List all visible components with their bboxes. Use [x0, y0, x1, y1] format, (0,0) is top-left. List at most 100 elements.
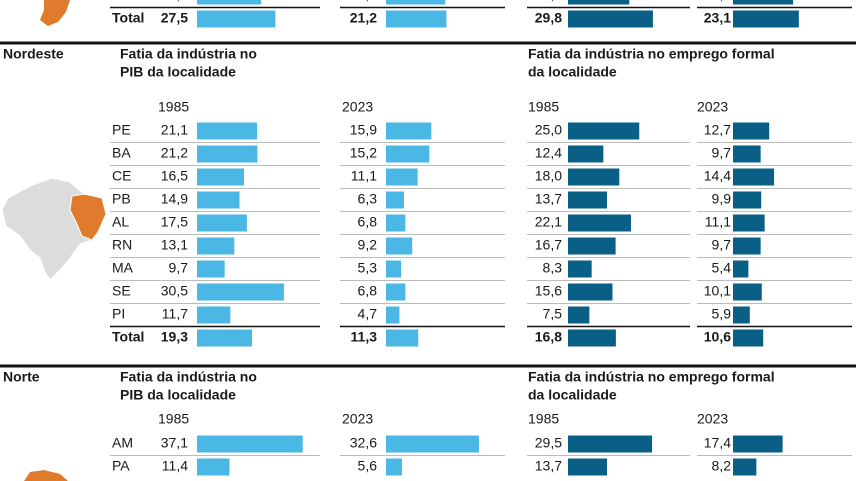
value-label: 9,9: [712, 191, 732, 207]
value-label: 21,2: [161, 145, 188, 161]
value-label: 9,2: [358, 237, 378, 253]
value-label: 21,5: [535, 0, 562, 3]
value-label: 9,7: [712, 145, 732, 161]
bar: [733, 0, 794, 5]
state-label: CE: [112, 168, 131, 184]
bar: [568, 237, 616, 255]
bar: [197, 283, 284, 301]
value-label: 8,3: [543, 260, 563, 276]
value-label: 5,9: [712, 306, 732, 322]
value-label: 32,6: [350, 435, 377, 451]
value-label: 17,4: [704, 435, 731, 451]
bar: [733, 260, 749, 278]
value-label: 15,6: [535, 283, 562, 299]
value-label: 9,7: [712, 237, 732, 253]
bar: [568, 435, 653, 453]
bar: [568, 191, 608, 209]
year-label: 1985: [158, 411, 189, 427]
total-label: Total: [112, 10, 144, 26]
bar: [568, 329, 616, 347]
year-label: 1985: [528, 411, 559, 427]
value-label: 11,3: [351, 329, 378, 345]
value-label: 6,3: [358, 191, 378, 207]
bar: [197, 168, 245, 186]
bar: [197, 145, 258, 163]
bar: [386, 0, 446, 5]
value-label: 14,9: [161, 191, 188, 207]
year-label: 2023: [697, 411, 728, 427]
bar: [733, 329, 764, 347]
value-label: 10,1: [704, 283, 731, 299]
state-label: PE: [112, 122, 131, 138]
value-label: 9,7: [169, 260, 189, 276]
year-label: 2023: [697, 99, 728, 115]
bar: [197, 122, 258, 140]
value-label: 15,2: [350, 145, 377, 161]
region-label: Norte: [3, 369, 40, 385]
bar: [733, 145, 761, 163]
value-label: 12,7: [704, 122, 731, 138]
map-nordeste: [1, 177, 107, 281]
column-title: Fatia da indústria no: [120, 369, 257, 385]
value-label: 5,4: [712, 260, 732, 276]
state-label: PR: [112, 0, 131, 3]
bar: [386, 214, 406, 232]
value-label: 13,7: [535, 191, 562, 207]
column-title: PIB da localidade: [120, 64, 236, 80]
value-label: 27,5: [161, 10, 188, 26]
bar: [568, 283, 613, 301]
value-label: 22,5: [161, 0, 188, 3]
bar: [386, 10, 447, 28]
value-label: 16,5: [161, 168, 188, 184]
value-label: 10,6: [704, 329, 731, 345]
value-label: 12,4: [535, 145, 562, 161]
value-label: 22,1: [535, 214, 562, 230]
bar: [197, 458, 230, 476]
value-label: 29,5: [535, 435, 562, 451]
bar: [197, 306, 231, 324]
state-label: PI: [112, 306, 125, 322]
value-label: 23,1: [704, 10, 731, 26]
bar: [568, 458, 608, 476]
state-label: BA: [112, 145, 131, 161]
column-title: da localidade: [528, 64, 617, 80]
bar: [197, 214, 247, 232]
column-title: Fatia da indústria no emprego formal: [528, 46, 775, 62]
state-label: PB: [112, 191, 131, 207]
region-label: Nordeste: [3, 46, 64, 62]
state-label: AL: [112, 214, 129, 230]
bar: [733, 283, 762, 301]
value-label: 14,4: [704, 168, 731, 184]
value-label: 5,6: [358, 458, 378, 474]
map-norte: [24, 470, 68, 481]
year-label: 2023: [342, 411, 373, 427]
bar: [197, 0, 262, 5]
bar: [568, 306, 590, 324]
bar: [733, 10, 799, 28]
bar: [733, 306, 750, 324]
value-label: 37,1: [161, 435, 188, 451]
bar: [386, 168, 418, 186]
state-label: RN: [112, 237, 132, 253]
bar: [733, 458, 757, 476]
value-label: 11,4: [162, 458, 188, 474]
bar: [197, 191, 240, 209]
value-label: 15,9: [350, 122, 377, 138]
bar: [568, 122, 640, 140]
value-label: 4,7: [358, 306, 378, 322]
value-label: 20,8: [350, 0, 377, 3]
bar: [197, 237, 235, 255]
value-label: 18,0: [535, 168, 562, 184]
bar: [568, 168, 620, 186]
value-label: 16,8: [535, 329, 562, 345]
value-label: 11,7: [162, 306, 188, 322]
bar: [733, 191, 762, 209]
column-title: Fatia da indústria no: [120, 46, 257, 62]
value-label: 5,3: [358, 260, 378, 276]
bar: [386, 329, 419, 347]
column-title: Fatia da indústria no emprego formal: [528, 369, 775, 385]
column-title: PIB da localidade: [120, 387, 236, 403]
value-label: 30,5: [161, 283, 188, 299]
section-rule: [0, 41, 856, 45]
